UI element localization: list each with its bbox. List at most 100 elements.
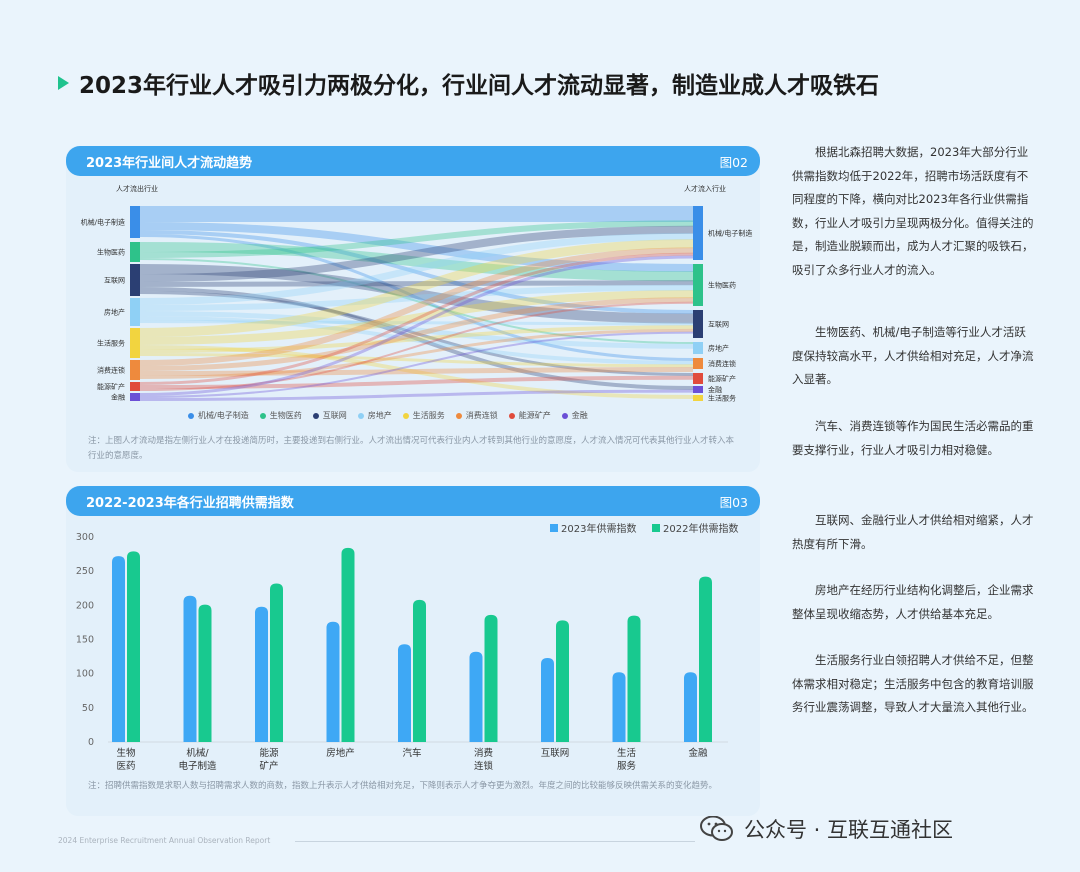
sankey-flow [139, 389, 694, 401]
sankey-fig-number: 图02 [719, 154, 748, 170]
sankey-flow [139, 222, 694, 272]
legend-label: 消费连锁 [465, 411, 498, 420]
sankey-left-label: 消费连锁 [97, 366, 125, 375]
x-tick-label: 医药 [116, 761, 135, 772]
bar [398, 644, 411, 742]
x-tick-label: 生物 [116, 747, 136, 759]
sankey-flow [139, 320, 694, 326]
sankey-right-label: 互联网 [708, 320, 729, 329]
sankey-note: 注：上图人才流动是指左侧行业人才在投递简历时，主要投递到右侧行业。人才流出情况可… [88, 436, 735, 461]
sankey-flow [139, 242, 694, 282]
bar [484, 614, 498, 742]
x-tick-label: 金融 [688, 747, 708, 759]
page-title-text: 2023年行业人才吸引力两极分化，行业间人才流动显著，制造业成人才吸铁石 [79, 73, 880, 99]
wechat-icon [700, 816, 733, 841]
bar-legend-label: 2022年供需指数 [663, 522, 738, 535]
sankey-left-label: 机械/电子制造 [81, 218, 125, 227]
y-tick-label: 300 [76, 532, 94, 543]
y-tick-label: 200 [76, 600, 94, 611]
legend-dot [402, 412, 409, 419]
y-tick-label: 250 [76, 566, 94, 577]
sankey-legend-item: 金融 [561, 410, 588, 421]
sankey-left-node [130, 382, 140, 391]
sankey-flow [139, 220, 694, 258]
sankey-flow [139, 325, 694, 353]
paragraph-4: 互联网、金融行业人才供给相对缩紧，人才热度有所下滑。 [792, 513, 1034, 551]
bar [612, 672, 626, 742]
sankey-legend: 机械/电子制造 生物医药 互联网 房地产 生活服务 消费连锁 能源矿产 金融 [188, 410, 599, 421]
sankey-right-node [693, 342, 703, 354]
sankey-flow [139, 290, 694, 345]
y-tick-label: 50 [82, 703, 94, 714]
sankey-left-label: 生物医药 [97, 248, 125, 257]
sankey-flow [139, 234, 694, 361]
sankey-left-node [130, 264, 140, 296]
bar [255, 606, 268, 742]
bar-header-title: 2022-2023年各行业招聘供需指数 [86, 495, 294, 511]
sankey-legend-item: 机械/电子制造 [188, 410, 249, 421]
sankey-left-label: 互联网 [104, 276, 125, 285]
title-triangle-icon [58, 76, 69, 90]
bar [127, 551, 140, 742]
bar [270, 583, 283, 742]
x-tick-label: 服务 [617, 760, 637, 772]
footer-report-name: 2024 Enterprise Recruitment Annual Obser… [58, 836, 271, 845]
sankey-left-label: 金融 [111, 393, 125, 402]
legend-dot [561, 412, 568, 419]
sankey-flow [139, 301, 694, 391]
sankey-legend-item: 互联网 [312, 410, 347, 421]
sankey-flow [139, 353, 694, 368]
paragraph-5: 房地产在经历行业结构化调整后，企业需求整体呈现收缩态势，人才供给基本充足。 [792, 583, 1034, 621]
legend-dot [259, 412, 266, 419]
bar-fig-number: 图03 [719, 494, 748, 510]
sankey-flow [139, 280, 694, 287]
sankey-left-label: 能源矿产 [97, 382, 125, 391]
sankey-left-label: 房地产 [104, 308, 125, 317]
x-tick-label: 互联网 [541, 748, 570, 759]
sankey-flow [139, 255, 694, 396]
sankey-flow [139, 230, 694, 314]
sankey-left-node [130, 328, 140, 358]
sankey-flow [139, 297, 694, 371]
bar [627, 615, 641, 742]
x-tick-label: 机械/ [186, 747, 209, 759]
sankey-flow [139, 225, 694, 282]
bar-chart: 0 50 100 150 200 250 300 2023年供需指数 2022年供需指数生物医药… [76, 522, 739, 772]
bar-note: 注：招聘供需指数是求职人数与招聘需求人数的商数，指数上升表示人才供给相对充足，下… [88, 781, 718, 791]
sankey-flow [139, 258, 694, 344]
sankey-right-label: 金融 [708, 385, 722, 394]
sankey-flow [139, 239, 694, 337]
bar [699, 576, 712, 742]
sankey-flow [139, 264, 694, 324]
sankey-flow [139, 367, 694, 376]
bar [469, 651, 483, 742]
sankey-right-node [693, 395, 703, 401]
legend-dot [188, 412, 194, 419]
sankey-right-title: 人才流入行业 [684, 184, 726, 193]
bar-legend-label: 2023年供需指数 [561, 522, 636, 535]
bar [183, 595, 197, 742]
footer-rule [295, 841, 695, 842]
x-tick-label: 连锁 [474, 760, 494, 772]
sankey-right-label: 生物医药 [708, 281, 736, 290]
bar [413, 599, 426, 742]
y-tick-label: 0 [88, 737, 94, 748]
sankey-left-node [130, 360, 140, 380]
legend-label: 房地产 [367, 411, 392, 420]
sankey-flow [139, 328, 694, 379]
sankey-right-node [693, 310, 703, 338]
bar [198, 604, 212, 742]
sankey-left-node [130, 298, 140, 326]
sankey-flow [139, 233, 694, 305]
bar [112, 556, 125, 742]
bar [541, 657, 554, 742]
paragraph-2: 生物医药、机械/电子制造等行业人才活跃度保持较高水平，人才供给相对充足，人才净流… [792, 325, 1034, 386]
sankey-right-node [693, 373, 703, 384]
sankey-flow [139, 252, 694, 385]
bar-card: 2022-2023年各行业招聘供需指数 图03 0 50 100 150 200 250 3… [66, 486, 760, 816]
bar [341, 547, 355, 742]
sankey-flow [139, 375, 694, 389]
legend-label: 能源矿产 [518, 411, 551, 420]
legend-label: 机械/电子制造 [198, 411, 249, 420]
legend-dot [508, 412, 515, 419]
